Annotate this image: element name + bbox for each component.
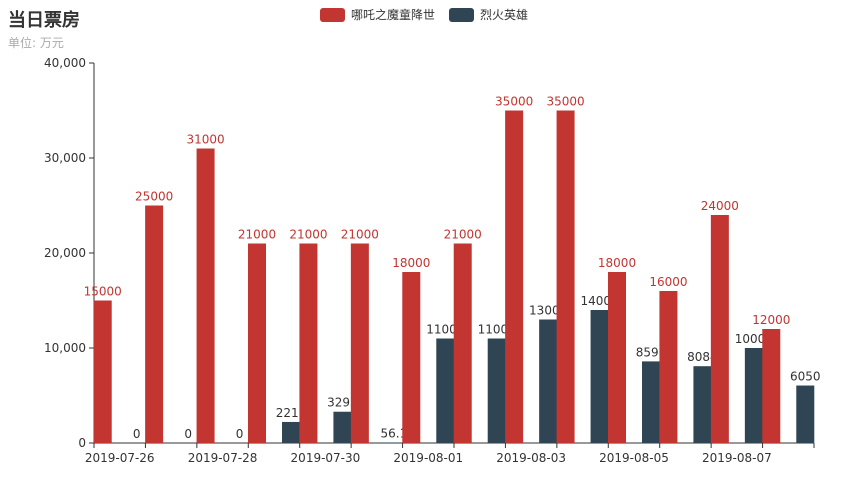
y-tick-label: 20,000 bbox=[44, 246, 86, 260]
data-label-nezha: 21000 bbox=[289, 228, 327, 242]
bar-nezha bbox=[93, 300, 112, 443]
data-label-nezha: 35000 bbox=[546, 95, 584, 109]
y-tick-label: 30,000 bbox=[44, 151, 86, 165]
bar-nezha bbox=[762, 329, 781, 443]
data-label-lieho: 8590 bbox=[636, 345, 667, 359]
data-label-lieho: 0 bbox=[184, 427, 192, 441]
y-tick-label: 0 bbox=[78, 436, 86, 450]
legend-swatch-lieho bbox=[449, 7, 474, 22]
bar-nezha bbox=[248, 243, 266, 443]
x-tick-label: 2019-08-03 bbox=[496, 451, 566, 465]
chart-subtitle: 单位: 万元 bbox=[8, 36, 64, 50]
legend-item-lieho[interactable]: 烈火英雄 bbox=[449, 6, 528, 23]
bar-lieho bbox=[693, 366, 712, 443]
legend-swatch-nezha bbox=[319, 7, 345, 22]
bar-lieho bbox=[436, 338, 455, 443]
bar-lieho bbox=[282, 421, 300, 443]
bar-nezha bbox=[659, 291, 678, 443]
data-label-nezha: 18000 bbox=[598, 256, 636, 270]
legend-item-nezha[interactable]: 哪吒之魔童降世 bbox=[319, 6, 435, 23]
bar-nezha bbox=[453, 243, 472, 443]
data-label-nezha: 21000 bbox=[444, 228, 482, 242]
bar-lieho bbox=[487, 338, 506, 443]
x-tick-label: 2019-08-01 bbox=[393, 451, 463, 465]
data-label-nezha: 24000 bbox=[701, 199, 739, 213]
bar-nezha bbox=[556, 110, 575, 443]
data-label-nezha: 16000 bbox=[649, 275, 687, 289]
data-label-lieho: 3292 bbox=[327, 396, 358, 410]
x-tick-label: 2019-07-28 bbox=[188, 451, 258, 465]
bar-nezha bbox=[350, 243, 369, 443]
data-label-nezha: 35000 bbox=[495, 95, 533, 109]
x-tick-label: 2019-07-30 bbox=[291, 451, 361, 465]
bar-lieho bbox=[744, 348, 763, 443]
legend: 哪吒之魔童降世 烈火英雄 bbox=[0, 6, 848, 23]
y-tick-label: 10,000 bbox=[44, 341, 86, 355]
chart-title: 当日票房 bbox=[8, 10, 80, 31]
data-label-lieho: 0 bbox=[133, 427, 141, 441]
bar-nezha bbox=[196, 148, 215, 443]
bar-nezha bbox=[402, 272, 421, 443]
data-label-nezha: 21000 bbox=[238, 228, 276, 242]
data-label-nezha: 18000 bbox=[392, 256, 430, 270]
bar-lieho bbox=[333, 411, 352, 443]
x-tick-label: 2019-07-26 bbox=[85, 451, 155, 465]
data-label-nezha: 25000 bbox=[135, 190, 173, 204]
data-label-nezha: 15000 bbox=[84, 285, 122, 299]
bar-lieho bbox=[796, 385, 815, 443]
bar-nezha bbox=[505, 110, 524, 443]
bar-nezha bbox=[145, 205, 164, 443]
data-label-nezha: 21000 bbox=[341, 228, 379, 242]
data-label-lieho: 2216 bbox=[276, 406, 307, 420]
x-tick-label: 2019-08-07 bbox=[702, 451, 772, 465]
bar-nezha bbox=[299, 243, 318, 443]
bar-lieho bbox=[590, 310, 609, 443]
bar-lieho bbox=[384, 442, 403, 443]
data-label-lieho: 0 bbox=[236, 427, 244, 441]
data-label-nezha: 31000 bbox=[186, 133, 224, 147]
bar-nezha bbox=[608, 272, 626, 443]
bar-lieho bbox=[539, 319, 558, 443]
bar-lieho bbox=[642, 361, 660, 443]
legend-label-lieho: 烈火英雄 bbox=[480, 8, 529, 22]
data-label-lieho: 56.1 bbox=[380, 426, 407, 440]
data-label-lieho: 6050 bbox=[790, 370, 821, 384]
y-tick-label: 40,000 bbox=[44, 56, 86, 70]
bar-nezha bbox=[710, 215, 729, 443]
legend-label-nezha: 哪吒之魔童降世 bbox=[350, 8, 435, 22]
data-label-nezha: 12000 bbox=[752, 313, 790, 327]
data-label-lieho: 8084 bbox=[687, 350, 718, 364]
x-tick-label: 2019-08-05 bbox=[599, 451, 669, 465]
